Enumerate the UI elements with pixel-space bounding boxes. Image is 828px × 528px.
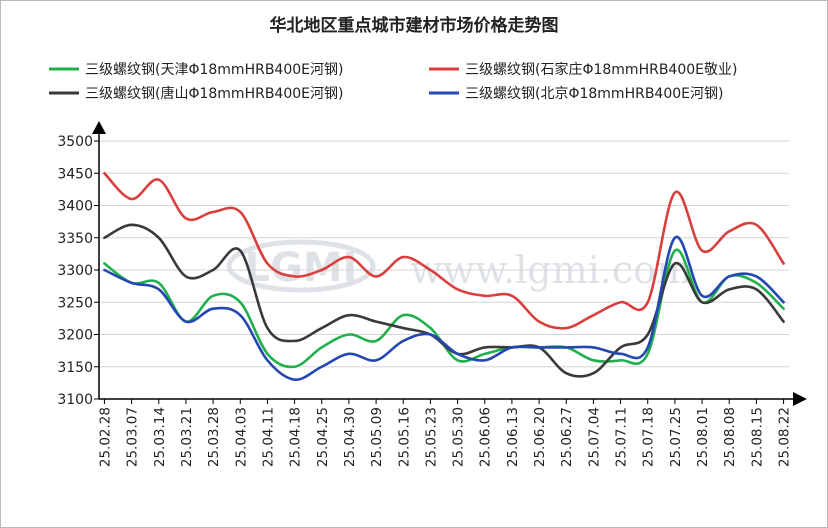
x-tick-label-10: 25.05.09: [369, 407, 385, 467]
x-tick-label-12: 25.05.23: [423, 407, 439, 467]
x-tick-label-13: 25.05.30: [451, 407, 467, 467]
x-tick-label-14: 25.06.06: [478, 407, 494, 467]
legend-label-1: 三级螺纹钢(石家庄Φ18mmHRB400E敬业): [465, 61, 737, 78]
y-tick-label-3150: 3150: [57, 360, 93, 376]
legend-label-0: 三级螺纹钢(天津Φ18mmHRB400E河钢): [85, 62, 343, 78]
x-tick-label-5: 25.04.03: [233, 407, 249, 467]
y-tick-label-3100: 3100: [57, 392, 93, 408]
x-tick-label-23: 25.08.08: [722, 407, 738, 467]
series-line-0: [103, 248, 785, 369]
y-tick-label-3350: 3350: [57, 231, 93, 247]
y-tick-label-3200: 3200: [57, 328, 93, 344]
watermark-logo-text: LGMI: [244, 245, 357, 291]
grid: [99, 140, 789, 368]
x-tick-label-18: 25.07.04: [586, 407, 602, 467]
x-tick-label-11: 25.05.16: [396, 407, 412, 467]
x-tick-label-16: 25.06.20: [532, 407, 548, 467]
x-tick-label-8: 25.04.25: [315, 407, 331, 467]
x-tick-label-17: 25.06.27: [559, 407, 575, 467]
x-axis-ticks: 25.02.28 25.03.07 25.03.14 25.03.21 25.03.28…: [97, 399, 793, 467]
x-tick-label-9: 25.04.30: [342, 407, 358, 467]
x-tick-label-22: 25.08.01: [695, 407, 711, 467]
y-tick-label-3400: 3400: [57, 199, 93, 215]
x-tick-label-20: 25.07.18: [641, 407, 657, 467]
x-tick-label-3: 25.03.21: [179, 407, 195, 467]
series-lines: [103, 171, 785, 381]
x-axis-arrow: [793, 392, 807, 406]
x-tick-label-24: 25.08.15: [749, 407, 765, 467]
x-tick-label-1: 25.03.07: [125, 407, 141, 467]
x-tick-label-2: 25.03.14: [152, 407, 168, 467]
y-tick-label-3500: 3500: [57, 134, 93, 150]
watermark-logo: [226, 239, 376, 293]
series-line-1: [103, 171, 785, 330]
x-tick-label-4: 25.03.28: [206, 407, 222, 467]
series-line-3: [103, 235, 785, 381]
y-axis-ticks: 3100 3150 3200 3250 3300 3350 3400 3450 3500: [57, 134, 99, 408]
x-tick-label-7: 25.04.18: [288, 407, 304, 467]
x-tick-label-25: 25.08.22: [777, 407, 793, 467]
legend-label-3: 三级螺纹钢(北京Φ18mmHRB400E河钢): [465, 86, 723, 102]
y-axis-arrow: [92, 121, 106, 134]
x-tick-label-6: 25.04.11: [260, 407, 276, 467]
x-tick-label-19: 25.07.11: [614, 407, 630, 467]
legend: 三级螺纹钢(天津Φ18mmHRB400E河钢) 三级螺纹钢(石家庄Φ18mmHRB…: [49, 61, 737, 102]
watermark: LGMI www.lgmi.com: [226, 239, 692, 293]
axes: [92, 121, 807, 406]
legend-label-2: 三级螺纹钢(唐山Φ18mmHRB400E河钢): [85, 85, 343, 102]
y-tick-label-3450: 3450: [57, 166, 93, 182]
chart-title: 华北地区重点城市建材市场价格走势图: [270, 15, 559, 36]
x-tick-label-21: 25.07.25: [668, 407, 684, 467]
x-tick-label-0: 25.02.28: [97, 407, 113, 467]
x-tick-label-15: 25.06.13: [505, 407, 521, 467]
y-tick-label-3300: 3300: [57, 263, 93, 279]
y-tick-label-3250: 3250: [57, 295, 93, 311]
